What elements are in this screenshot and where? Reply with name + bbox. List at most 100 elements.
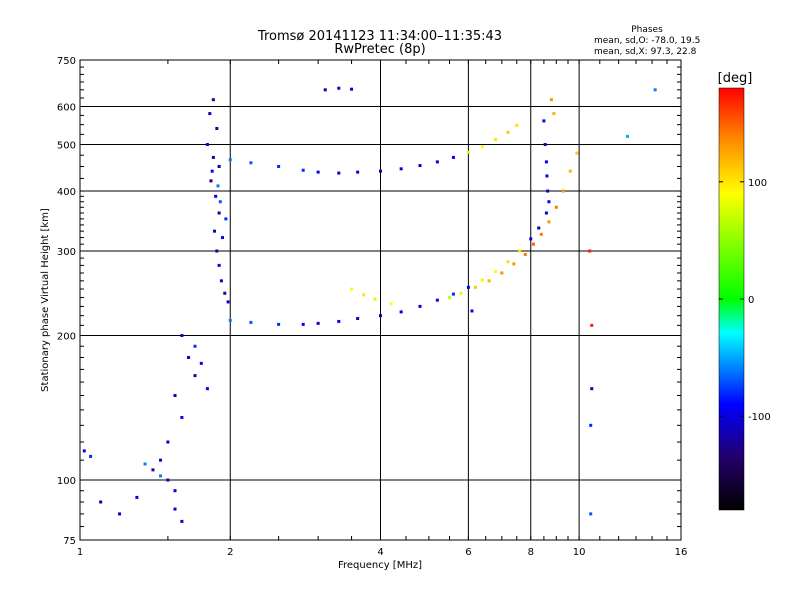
data-point — [523, 253, 527, 257]
data-point — [590, 323, 594, 327]
data-point — [205, 143, 209, 147]
data-point — [547, 220, 551, 224]
phase-stats-heading: Phases — [631, 25, 663, 35]
data-point — [399, 310, 403, 314]
data-point — [193, 374, 197, 378]
colorbar-tick-label: 100 — [748, 178, 767, 189]
data-point — [214, 194, 218, 198]
y-axis-label: Stationary phase Virtual Height [km] — [40, 208, 51, 392]
data-point — [554, 205, 558, 209]
data-point — [531, 242, 535, 246]
x-tick-label: 2 — [227, 547, 233, 558]
data-point — [356, 170, 360, 174]
data-point — [301, 168, 305, 172]
data-point — [211, 155, 215, 159]
data-point — [180, 334, 184, 338]
y-tick-label: 75 — [63, 536, 76, 547]
chart-subtitle: RwPretec (8p) — [334, 42, 425, 57]
data-points — [82, 86, 657, 523]
data-point — [82, 449, 86, 453]
data-point — [277, 322, 281, 326]
x-axis-label: Frequency [MHz] — [338, 560, 422, 571]
data-point — [589, 423, 593, 427]
x-tick-label: 10 — [573, 547, 586, 558]
data-point — [218, 200, 222, 204]
data-point — [451, 155, 455, 159]
data-point — [512, 262, 516, 266]
data-point — [323, 88, 327, 92]
data-point — [506, 260, 510, 264]
y-tick-label: 400 — [57, 187, 76, 198]
data-point — [350, 87, 354, 91]
data-point — [418, 304, 422, 308]
data-point — [173, 507, 177, 511]
data-point — [470, 309, 474, 313]
data-point — [180, 519, 184, 523]
data-point — [224, 217, 228, 221]
data-point — [249, 161, 253, 165]
data-point — [539, 232, 543, 236]
data-point — [217, 263, 221, 267]
data-point — [549, 98, 553, 102]
data-point — [494, 138, 498, 142]
data-point — [166, 440, 170, 444]
colorbar — [718, 87, 745, 511]
data-point — [249, 320, 253, 324]
data-point — [159, 474, 163, 478]
colorbar-label: [deg] — [718, 71, 753, 86]
data-point — [529, 237, 533, 241]
data-point — [219, 279, 223, 283]
data-point — [187, 355, 191, 359]
data-point — [537, 226, 541, 230]
x-tick-label: 1 — [77, 547, 83, 558]
data-point — [466, 150, 470, 154]
data-point — [473, 285, 477, 289]
data-point — [316, 170, 320, 174]
data-point — [143, 462, 147, 466]
data-point — [221, 236, 225, 240]
data-point — [209, 179, 213, 183]
colorbar-tick-label: 0 — [748, 295, 754, 306]
data-point — [210, 169, 214, 173]
data-point — [589, 512, 593, 516]
data-point — [208, 112, 212, 116]
data-point — [546, 189, 550, 193]
data-point — [337, 171, 341, 175]
data-point — [151, 468, 155, 472]
data-point — [373, 297, 377, 301]
data-point — [205, 387, 209, 391]
data-point — [480, 278, 484, 282]
data-point — [159, 458, 163, 462]
y-tick-label: 100 — [57, 476, 76, 487]
axis-ticks — [79, 59, 682, 540]
data-point — [542, 119, 546, 123]
data-point — [448, 296, 452, 300]
data-point — [552, 112, 556, 116]
data-point — [435, 160, 439, 164]
data-point — [561, 189, 565, 193]
data-point — [545, 174, 549, 178]
x-tick-label: 16 — [675, 547, 688, 558]
data-point — [362, 293, 366, 297]
data-point — [515, 123, 519, 127]
data-point — [494, 269, 498, 273]
chart-title: Tromsø 20141123 11:34:00–11:35:43 — [257, 29, 502, 44]
data-point — [228, 318, 232, 322]
data-point — [451, 292, 455, 296]
data-point — [435, 298, 439, 302]
data-point — [500, 271, 504, 275]
data-point — [544, 160, 548, 164]
y-tick-label: 200 — [57, 332, 76, 343]
data-point — [466, 285, 470, 289]
data-point — [216, 184, 220, 188]
phase-stats-x: mean, sd,X: 97.3, 22.8 — [594, 47, 697, 57]
data-point — [487, 279, 491, 283]
data-point — [180, 415, 184, 419]
data-point — [213, 229, 217, 233]
data-point — [547, 200, 551, 204]
data-point — [316, 321, 320, 325]
x-tick-label: 6 — [465, 547, 471, 558]
data-point — [217, 211, 221, 215]
data-point — [588, 249, 592, 253]
